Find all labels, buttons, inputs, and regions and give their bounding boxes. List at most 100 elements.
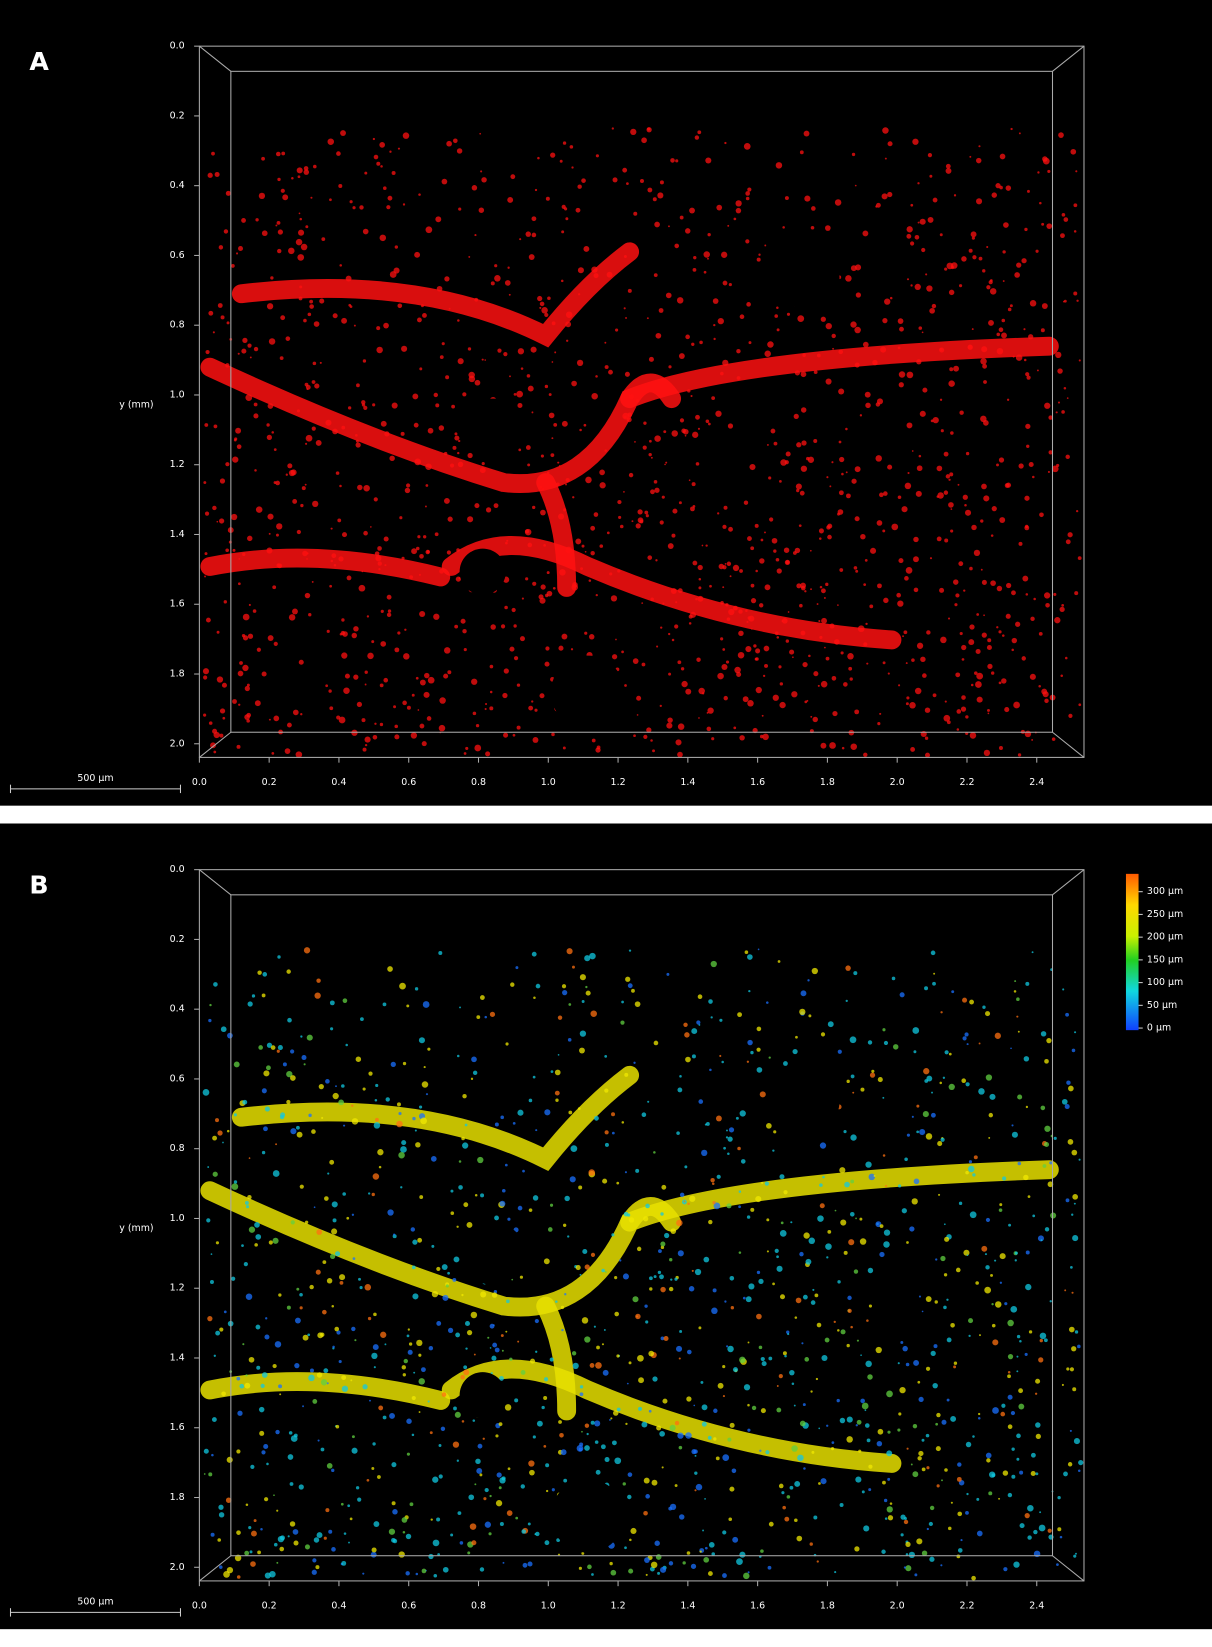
speckle — [880, 1224, 884, 1228]
speckle — [691, 1564, 696, 1569]
speckle — [340, 633, 343, 636]
speckle — [422, 1569, 427, 1574]
speckle — [1001, 678, 1006, 683]
speckle — [248, 1526, 251, 1529]
speckle — [591, 266, 597, 272]
speckle — [604, 449, 607, 452]
speckle — [585, 551, 587, 553]
speckle — [631, 989, 635, 993]
speckle — [539, 693, 544, 698]
speckle — [695, 1269, 701, 1275]
speckle — [1010, 1047, 1012, 1049]
speckle — [1076, 300, 1078, 302]
speckle — [594, 1116, 599, 1121]
speckle — [286, 336, 291, 341]
speckle — [243, 635, 248, 640]
speckle — [909, 702, 916, 709]
speckle — [1061, 604, 1064, 607]
speckle — [234, 1113, 237, 1116]
speckle — [231, 1277, 235, 1281]
speckle — [314, 993, 320, 999]
speckle — [1025, 1284, 1031, 1290]
speckle — [399, 983, 406, 990]
speckle — [1032, 1214, 1035, 1217]
speckle — [1002, 1176, 1006, 1180]
speckle — [837, 604, 839, 606]
speckle — [709, 585, 712, 588]
speckle — [281, 152, 285, 156]
y-tick-label: 2.0 — [170, 1562, 185, 1573]
speckle — [357, 485, 362, 490]
speckle — [339, 1360, 342, 1363]
speckle — [785, 196, 789, 200]
speckle — [679, 353, 685, 359]
speckle — [1008, 1493, 1012, 1497]
speckle — [655, 559, 657, 561]
speckle — [363, 748, 367, 752]
speckle — [884, 298, 890, 304]
speckle — [846, 471, 848, 473]
speckle — [422, 1081, 429, 1088]
speckle — [1035, 1393, 1037, 1395]
speckle — [1004, 1302, 1007, 1305]
speckle — [885, 1517, 888, 1520]
speckle — [721, 664, 727, 670]
speckle — [660, 1212, 663, 1215]
speckle — [236, 1449, 240, 1453]
speckle — [721, 252, 727, 258]
speckle — [958, 1548, 963, 1553]
speckle — [1079, 1159, 1081, 1161]
speckle — [338, 184, 342, 188]
speckle — [695, 1455, 697, 1457]
speckle — [467, 453, 472, 458]
speckle — [856, 292, 861, 297]
speckle — [956, 1268, 961, 1273]
speckle — [302, 486, 306, 490]
speckle — [845, 965, 850, 970]
speckle — [544, 1258, 550, 1264]
speckle — [299, 660, 304, 665]
speckle — [509, 1358, 512, 1361]
speckle — [611, 1233, 614, 1236]
speckle — [558, 1015, 562, 1019]
speckle — [529, 1208, 533, 1212]
speckle — [448, 517, 453, 522]
speckle — [914, 588, 919, 593]
speckle — [713, 1288, 717, 1292]
speckle — [643, 1216, 648, 1221]
speckle — [422, 741, 427, 746]
speckle — [869, 1304, 872, 1307]
speckle — [959, 284, 962, 287]
speckle — [503, 352, 507, 356]
speckle — [722, 586, 724, 588]
speckle — [584, 424, 587, 427]
speckle — [532, 506, 535, 509]
speckle — [931, 1351, 936, 1356]
speckle — [282, 194, 288, 200]
speckle — [796, 489, 799, 492]
speckle — [1019, 1471, 1023, 1475]
speckle — [374, 155, 379, 160]
speckle — [716, 1456, 720, 1460]
speckle — [327, 1278, 332, 1283]
speckle — [305, 225, 308, 228]
speckle — [557, 462, 559, 464]
speckle — [685, 228, 690, 233]
speckle — [917, 465, 923, 471]
speckle — [799, 604, 803, 608]
speckle — [475, 380, 481, 386]
speckle — [416, 1340, 422, 1346]
speckle — [380, 683, 384, 687]
speckle — [995, 183, 1000, 188]
speckle — [204, 1473, 206, 1475]
speckle — [796, 484, 802, 490]
speckle — [663, 430, 666, 433]
speckle — [299, 297, 303, 301]
speckle — [729, 1487, 734, 1492]
speckle — [1044, 403, 1050, 409]
speckle — [521, 1370, 526, 1375]
speckle — [944, 268, 947, 271]
speckle — [866, 1319, 869, 1322]
speckle — [330, 1254, 335, 1259]
speckle — [711, 737, 714, 740]
